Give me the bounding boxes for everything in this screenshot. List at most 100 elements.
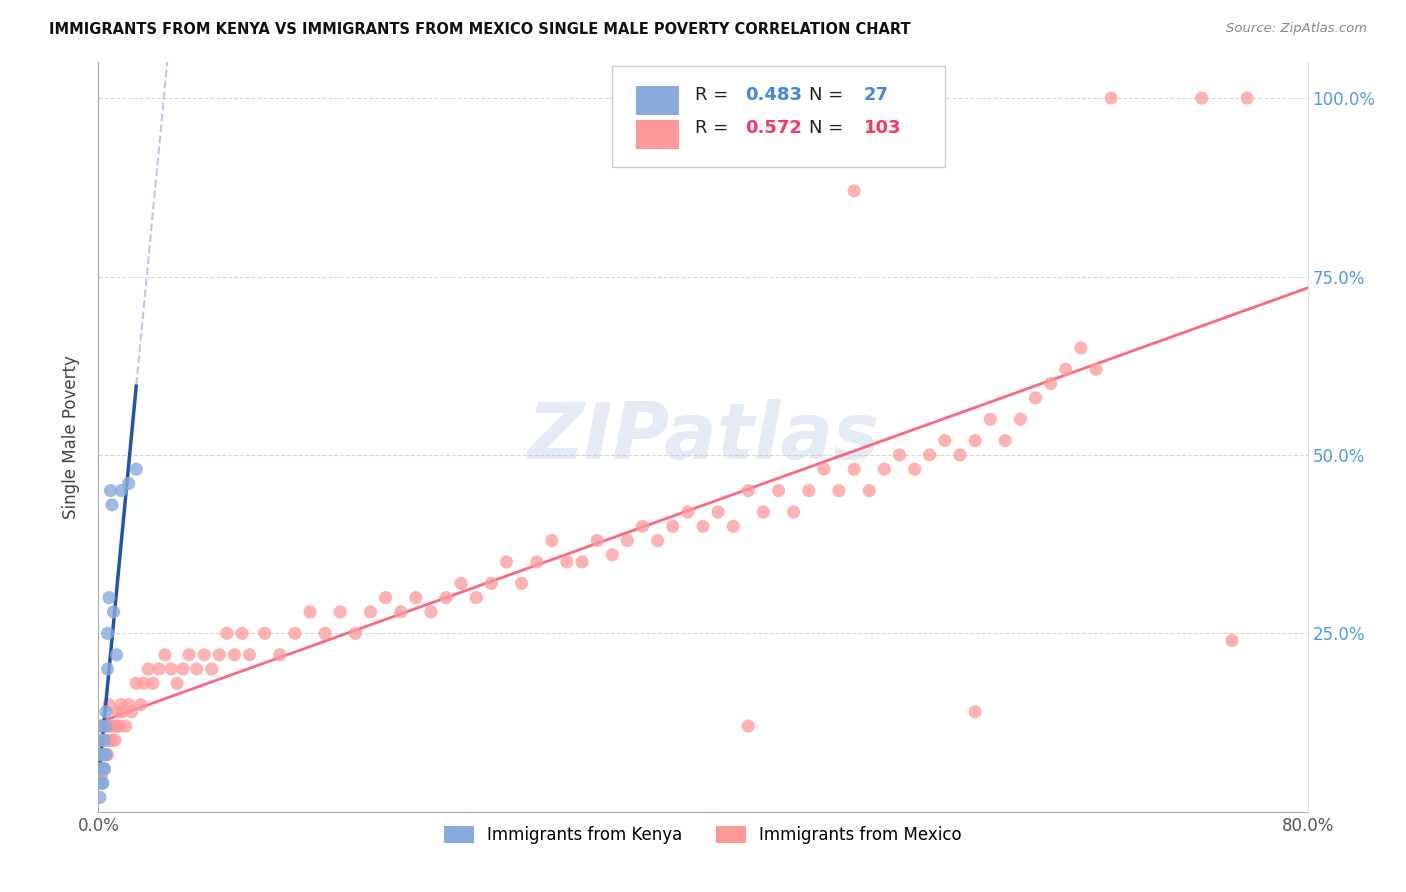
Point <box>105 648 128 662</box>
Point <box>93 733 115 747</box>
Point <box>540 533 562 548</box>
Point <box>661 519 683 533</box>
Point <box>994 434 1017 448</box>
Point <box>797 483 820 498</box>
Point <box>979 412 1001 426</box>
Point <box>904 462 927 476</box>
Point <box>965 434 987 448</box>
Point <box>1070 341 1092 355</box>
Point <box>114 719 136 733</box>
Point <box>100 483 122 498</box>
Point <box>389 605 412 619</box>
Point <box>707 505 730 519</box>
Point <box>631 519 654 533</box>
Point <box>284 626 307 640</box>
Point <box>723 519 745 533</box>
Point <box>94 747 117 762</box>
Point <box>434 591 457 605</box>
Point <box>1236 91 1258 105</box>
Point <box>89 747 111 762</box>
Point <box>495 555 517 569</box>
FancyBboxPatch shape <box>613 66 945 168</box>
Point <box>89 747 111 762</box>
Text: IMMIGRANTS FROM KENYA VS IMMIGRANTS FROM MEXICO SINGLE MALE POVERTY CORRELATION : IMMIGRANTS FROM KENYA VS IMMIGRANTS FROM… <box>49 22 911 37</box>
Point <box>148 662 170 676</box>
Point <box>1039 376 1062 391</box>
Point <box>1220 633 1243 648</box>
Point <box>586 533 609 548</box>
Point <box>752 505 775 519</box>
Point <box>118 476 141 491</box>
Point <box>89 776 111 790</box>
Text: 0.483: 0.483 <box>745 86 803 103</box>
Point <box>555 555 578 569</box>
Text: 103: 103 <box>863 120 901 137</box>
Point <box>100 719 122 733</box>
Point <box>231 626 253 640</box>
Point <box>692 519 714 533</box>
Point <box>1099 91 1122 105</box>
Point <box>90 747 112 762</box>
Point <box>101 733 124 747</box>
Point <box>172 662 194 676</box>
Text: Source: ZipAtlas.com: Source: ZipAtlas.com <box>1226 22 1367 36</box>
Point <box>103 719 125 733</box>
Point <box>104 733 127 747</box>
Point <box>166 676 188 690</box>
Point <box>136 662 159 676</box>
Point <box>374 591 396 605</box>
Point <box>201 662 224 676</box>
Text: 27: 27 <box>863 86 889 103</box>
Point <box>329 605 352 619</box>
Point <box>90 733 112 747</box>
Text: R =: R = <box>695 86 734 103</box>
Point <box>510 576 533 591</box>
Point <box>91 719 114 733</box>
Text: N =: N = <box>810 86 849 103</box>
Point <box>405 591 427 605</box>
Point <box>889 448 911 462</box>
Point <box>89 769 111 783</box>
Point <box>121 705 143 719</box>
Point <box>828 483 851 498</box>
Point <box>98 591 121 605</box>
Point <box>105 719 128 733</box>
FancyBboxPatch shape <box>637 87 679 115</box>
Point <box>676 505 699 519</box>
Point <box>153 648 176 662</box>
Point <box>90 733 112 747</box>
Point <box>208 648 231 662</box>
Point <box>737 719 759 733</box>
Point <box>186 662 208 676</box>
Point <box>125 676 148 690</box>
Point <box>125 462 148 476</box>
Point <box>344 626 367 640</box>
Point <box>269 648 291 662</box>
Point <box>89 790 111 805</box>
Point <box>918 448 941 462</box>
Point <box>314 626 336 640</box>
Point <box>465 591 488 605</box>
Point <box>602 548 624 562</box>
Point <box>965 705 987 719</box>
Point <box>844 462 866 476</box>
Point <box>103 605 125 619</box>
Point <box>1010 412 1032 426</box>
Point <box>96 662 118 676</box>
Text: ZIPatlas: ZIPatlas <box>527 399 879 475</box>
Point <box>299 605 322 619</box>
Point <box>91 747 114 762</box>
Point <box>111 705 134 719</box>
Point <box>90 762 112 776</box>
Point <box>1085 362 1108 376</box>
Point <box>526 555 548 569</box>
Point <box>253 626 276 640</box>
Point <box>89 762 111 776</box>
Point <box>93 733 115 747</box>
Point <box>91 762 114 776</box>
Point <box>96 626 118 640</box>
Point <box>179 648 201 662</box>
Point <box>132 676 155 690</box>
Point <box>94 705 117 719</box>
Point <box>90 776 112 790</box>
